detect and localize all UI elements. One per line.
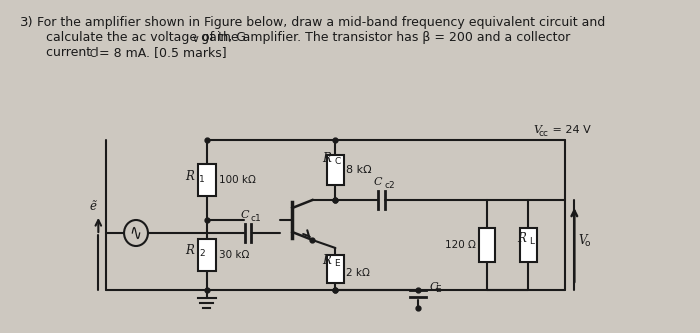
Text: R: R — [517, 232, 526, 245]
Text: ẽ: ẽ — [90, 200, 97, 213]
Text: V: V — [533, 125, 541, 135]
Text: R: R — [185, 244, 194, 257]
Text: 1: 1 — [199, 174, 205, 183]
Text: C: C — [335, 157, 341, 166]
Text: For the amplifier shown in Figure below, draw a mid-band frequency equivalent ci: For the amplifier shown in Figure below,… — [37, 16, 605, 29]
Text: C: C — [373, 177, 382, 187]
Bar — [327, 155, 344, 185]
Text: v: v — [193, 34, 199, 44]
Text: V: V — [578, 233, 587, 246]
Text: calculate the ac voltage gain, G: calculate the ac voltage gain, G — [46, 31, 246, 44]
Text: R: R — [185, 169, 194, 182]
Text: c1: c1 — [251, 214, 262, 223]
Text: C: C — [429, 282, 438, 292]
Text: R: R — [322, 253, 331, 266]
Text: current I: current I — [46, 46, 99, 59]
Text: 30 kΩ: 30 kΩ — [218, 250, 249, 260]
Bar — [327, 255, 344, 283]
Text: L: L — [529, 237, 534, 246]
Text: 120 Ω: 120 Ω — [445, 240, 476, 250]
Bar — [197, 239, 216, 271]
Text: of the amplifier. The transistor has β = 200 and a collector: of the amplifier. The transistor has β =… — [197, 31, 570, 44]
Bar — [479, 228, 496, 262]
Text: cc: cc — [538, 129, 549, 138]
Text: c2: c2 — [384, 181, 395, 190]
Bar — [520, 228, 537, 262]
Text: = 24 V: = 24 V — [549, 125, 590, 135]
Text: 2: 2 — [199, 249, 205, 258]
Text: o: o — [584, 238, 590, 247]
Text: C: C — [89, 49, 96, 59]
Text: 8 kΩ: 8 kΩ — [346, 165, 372, 175]
Text: 2 kΩ: 2 kΩ — [346, 268, 370, 278]
Bar — [197, 164, 216, 196]
Text: 3): 3) — [20, 16, 34, 29]
Text: R: R — [322, 152, 331, 165]
Text: E: E — [435, 285, 440, 294]
Text: C: C — [240, 210, 248, 220]
Text: 100 kΩ: 100 kΩ — [218, 175, 256, 185]
Text: E: E — [335, 258, 340, 267]
Text: = 8 mA. [0.5 marks]: = 8 mA. [0.5 marks] — [94, 46, 226, 59]
